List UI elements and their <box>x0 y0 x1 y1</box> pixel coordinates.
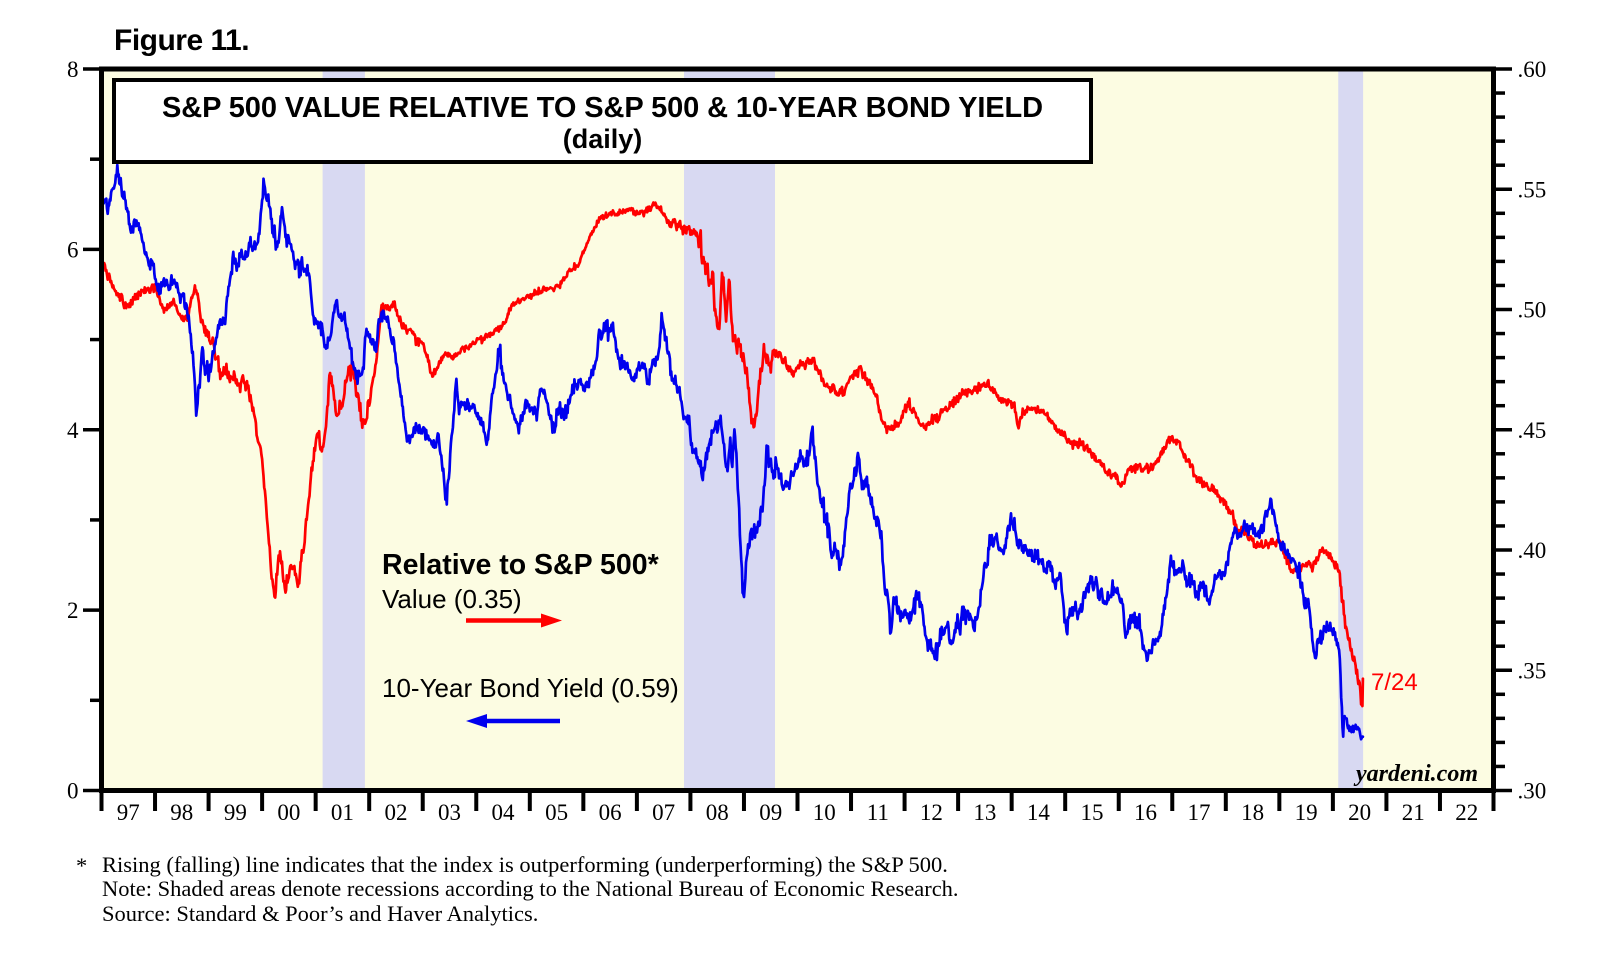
x-axis-tick-label: 11 <box>867 800 889 825</box>
y-left-tick-label: 0 <box>67 779 79 804</box>
chart-title-box: S&P 500 VALUE RELATIVE TO S&P 500 & 10-Y… <box>112 78 1093 164</box>
last-date-label: 7/24 <box>1371 669 1418 696</box>
y-right-tick-label: .35 <box>1518 658 1547 683</box>
y-right-tick-label: .40 <box>1518 538 1547 563</box>
x-axis-tick-label: 05 <box>545 800 568 825</box>
x-axis-tick-label: 14 <box>1027 800 1051 825</box>
legend-relative-title: Relative to S&P 500* <box>382 549 659 581</box>
x-axis-tick-label: 08 <box>706 800 729 825</box>
x-axis-tick-label: 17 <box>1188 800 1211 825</box>
x-axis-tick-label: 98 <box>170 800 193 825</box>
x-axis-tick-label: 97 <box>117 800 140 825</box>
x-axis-tick-label: 09 <box>759 800 782 825</box>
x-axis-tick-label: 18 <box>1241 800 1264 825</box>
recession-band <box>683 69 776 791</box>
x-axis-tick-label: 22 <box>1455 800 1478 825</box>
x-axis-tick-label: 20 <box>1348 800 1371 825</box>
footnote-marker: * <box>76 853 88 878</box>
recession-bands-layer <box>322 69 1364 791</box>
x-axis-tick-label: 01 <box>331 800 354 825</box>
y-right-tick-label: .30 <box>1518 779 1547 804</box>
legend-bond-yield-label: 10-Year Bond Yield (0.59) <box>382 673 679 703</box>
recession-band <box>322 69 365 791</box>
x-axis-tick-label: 03 <box>438 800 461 825</box>
x-axis-tick-label: 04 <box>492 800 516 825</box>
x-axis-tick-label: 02 <box>384 800 407 825</box>
value-arrow-icon <box>466 613 562 628</box>
x-axis-tick-label: 99 <box>224 800 247 825</box>
bond-yield-arrow-icon <box>466 714 560 728</box>
figure-label: Figure 11. <box>114 24 250 57</box>
y-right-tick-label: .60 <box>1518 57 1547 82</box>
footnote-line: Rising (falling) line indicates that the… <box>102 852 948 877</box>
y-right-tick-label: .45 <box>1518 418 1547 443</box>
x-axis-tick-label: 00 <box>277 800 300 825</box>
y-left-tick-label: 8 <box>67 57 79 82</box>
footnote-line: Source: Standard & Poor’s and Haver Anal… <box>102 900 539 926</box>
plot-background-layer <box>101 69 1494 791</box>
chart-title: S&P 500 VALUE RELATIVE TO S&P 500 & 10-Y… <box>162 91 1043 124</box>
y-right-tick-label: .50 <box>1518 298 1547 323</box>
footnote-line: Note: Shaded areas denote recessions acc… <box>102 876 959 902</box>
x-axis-tick-label: 21 <box>1402 800 1425 825</box>
plot-background <box>101 69 1494 791</box>
axis-ticks-layer <box>83 67 1512 811</box>
y-left-tick-label: 6 <box>67 237 79 262</box>
plot-frame-layer <box>99 66 1496 793</box>
y-left-tick-label: 2 <box>67 598 79 623</box>
x-axis-tick-label: 07 <box>652 800 675 825</box>
x-axis-tick-label: 06 <box>599 800 622 825</box>
footnotes: Rising (falling) line indicates that the… <box>102 852 959 926</box>
axis-tick-labels-layer: 97 98 99 00 01 02 03 04 05 06 07 08 09 10 11 12 13 14 15 16… <box>67 57 1546 825</box>
plot-border <box>99 66 1496 793</box>
series-lines-layer <box>100 163 1365 741</box>
x-axis-tick-label: 19 <box>1295 800 1318 825</box>
y-left-tick-label: 4 <box>67 418 79 443</box>
series-line-bond-yield <box>100 163 1365 741</box>
series-line-value-relative <box>100 201 1365 708</box>
watermark: yardeni.com <box>1356 761 1478 787</box>
y-right-tick-label: .55 <box>1518 177 1547 202</box>
x-axis-tick-label: 12 <box>920 800 943 825</box>
chart-subtitle: (daily) <box>562 123 643 154</box>
recession-band <box>1338 69 1364 791</box>
x-axis-tick-label: 10 <box>813 800 836 825</box>
x-axis-tick-label: 13 <box>973 800 996 825</box>
x-axis-tick-label: 15 <box>1080 800 1103 825</box>
legend-value-label: Value (0.35) <box>382 584 522 614</box>
x-axis-tick-label: 16 <box>1134 800 1157 825</box>
